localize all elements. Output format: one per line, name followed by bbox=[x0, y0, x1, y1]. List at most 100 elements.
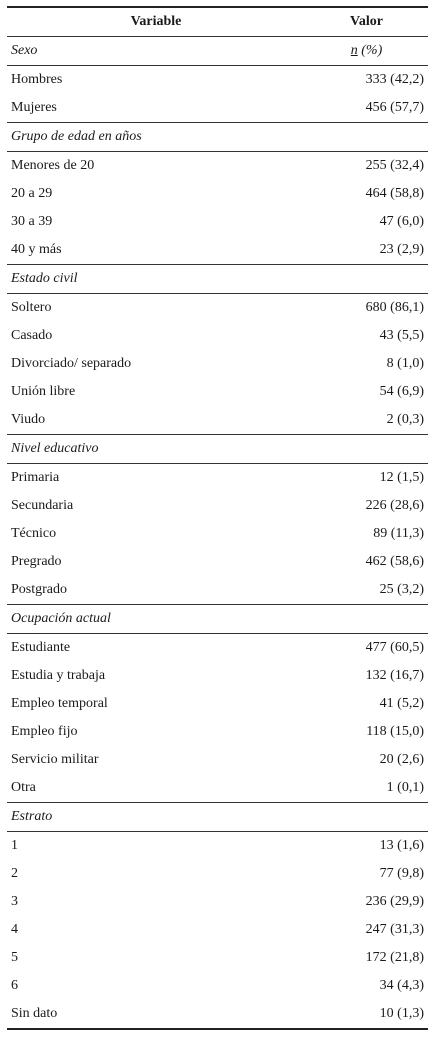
table-row: Estudiante 477 (60,5) bbox=[7, 634, 428, 663]
table-row: Estudia y trabaja 132 (16,7) bbox=[7, 662, 428, 690]
table-row: Técnico 89 (11,3) bbox=[7, 520, 428, 548]
row-value: 43 (5,5) bbox=[379, 328, 424, 343]
table-row: Casado 43 (5,5) bbox=[7, 322, 428, 350]
table-row: 2 77 (9,8) bbox=[7, 860, 428, 888]
row-label: 6 bbox=[11, 978, 18, 993]
section-header-row: Nivel educativo bbox=[7, 434, 428, 464]
table-row: Unión libre 54 (6,9) bbox=[7, 378, 428, 406]
table-row: 40 y más 23 (2,9) bbox=[7, 236, 428, 265]
section-header-row: Ocupación actual bbox=[7, 604, 428, 634]
row-value: 1 (0,1) bbox=[386, 780, 424, 795]
section-unit: n (%) bbox=[305, 36, 428, 66]
table-row: 20 a 29 464 (58,8) bbox=[7, 180, 428, 208]
row-label: Mujeres bbox=[11, 100, 57, 115]
row-value: 680 (86,1) bbox=[365, 300, 424, 315]
row-label: 3 bbox=[11, 894, 18, 909]
row-value: 13 (1,6) bbox=[379, 838, 424, 853]
row-label: 1 bbox=[11, 838, 18, 853]
row-value: 25 (3,2) bbox=[379, 582, 424, 597]
row-label: Secundaria bbox=[11, 498, 74, 513]
section-header-row: Estrato bbox=[7, 802, 428, 832]
table-row: Pregrado 462 (58,6) bbox=[7, 548, 428, 576]
table-row: 6 34 (4,3) bbox=[7, 972, 428, 1000]
table-row: Secundaria 226 (28,6) bbox=[7, 492, 428, 520]
table-row: Otra 1 (0,1) bbox=[7, 774, 428, 803]
table-row: Menores de 20 255 (32,4) bbox=[7, 152, 428, 181]
row-label: Empleo temporal bbox=[11, 696, 108, 711]
row-label: Postgrado bbox=[11, 582, 67, 597]
table-row: Sin dato 10 (1,3) bbox=[7, 1000, 428, 1030]
row-value: 8 (1,0) bbox=[386, 356, 424, 371]
section-header-row: Estado civil bbox=[7, 264, 428, 294]
row-value: 333 (42,2) bbox=[365, 72, 424, 87]
table-row: Mujeres 456 (57,7) bbox=[7, 94, 428, 123]
row-label: Hombres bbox=[11, 72, 63, 87]
row-value: 462 (58,6) bbox=[365, 554, 424, 569]
row-value: 77 (9,8) bbox=[379, 866, 424, 881]
table-row: 4 247 (31,3) bbox=[7, 916, 428, 944]
section-title: Estrato bbox=[7, 802, 305, 832]
unit-percent: (%) bbox=[357, 43, 383, 58]
row-label: Estudiante bbox=[11, 640, 71, 655]
table-row: 5 172 (21,8) bbox=[7, 944, 428, 972]
row-value: 236 (29,9) bbox=[365, 894, 424, 909]
row-value: 226 (28,6) bbox=[365, 498, 424, 513]
section-title: Estado civil bbox=[7, 264, 305, 294]
table-row: 30 a 39 47 (6,0) bbox=[7, 208, 428, 236]
section-title: Nivel educativo bbox=[7, 434, 305, 464]
row-label: Menores de 20 bbox=[11, 158, 95, 173]
row-label: Pregrado bbox=[11, 554, 62, 569]
row-value: 2 (0,3) bbox=[386, 412, 424, 427]
section-header-row: Sexo n (%) bbox=[7, 36, 428, 66]
row-value: 456 (57,7) bbox=[365, 100, 424, 115]
table-row: Postgrado 25 (3,2) bbox=[7, 576, 428, 605]
table-body: Sexo n (%) Hombres 333 (42,2) Mujeres 456 (57… bbox=[7, 36, 428, 1030]
row-label: Unión libre bbox=[11, 384, 76, 399]
row-value: 47 (6,0) bbox=[379, 214, 424, 229]
row-label: 2 bbox=[11, 866, 18, 881]
row-value: 20 (2,6) bbox=[379, 752, 424, 767]
row-label: Divorciado/ separado bbox=[11, 356, 132, 371]
row-label: Estudia y trabaja bbox=[11, 668, 106, 683]
row-value: 172 (21,8) bbox=[365, 950, 424, 965]
row-value: 464 (58,8) bbox=[365, 186, 424, 201]
header-valor: Valor bbox=[305, 6, 428, 37]
row-label: Casado bbox=[11, 328, 53, 343]
section-unit bbox=[305, 802, 428, 832]
unit-n: n bbox=[350, 43, 358, 58]
table-row: Viudo 2 (0,3) bbox=[7, 406, 428, 435]
table-row: 1 13 (1,6) bbox=[7, 832, 428, 861]
row-label: Sin dato bbox=[7, 1000, 305, 1030]
row-value: 477 (60,5) bbox=[365, 640, 424, 655]
table-row: Empleo fijo 118 (15,0) bbox=[7, 718, 428, 746]
table-row: Servicio militar 20 (2,6) bbox=[7, 746, 428, 774]
row-value: 132 (16,7) bbox=[365, 668, 424, 683]
section-title: Grupo de edad en años bbox=[7, 122, 305, 152]
table-row: Primaria 12 (1,5) bbox=[7, 464, 428, 493]
row-value: 12 (1,5) bbox=[379, 470, 424, 485]
row-value: 118 (15,0) bbox=[366, 724, 424, 739]
row-value: 10 (1,3) bbox=[305, 1000, 428, 1030]
row-value: 54 (6,9) bbox=[379, 384, 424, 399]
row-label: Servicio militar bbox=[11, 752, 99, 767]
row-label: Viudo bbox=[11, 412, 46, 427]
row-value: 255 (32,4) bbox=[365, 158, 424, 173]
row-label: Primaria bbox=[11, 470, 60, 485]
section-unit bbox=[305, 264, 428, 294]
section-unit bbox=[305, 604, 428, 634]
section-unit bbox=[305, 122, 428, 152]
row-label: 40 y más bbox=[11, 242, 62, 257]
table-row: Soltero 680 (86,1) bbox=[7, 294, 428, 323]
section-unit bbox=[305, 434, 428, 464]
table-row: 3 236 (29,9) bbox=[7, 888, 428, 916]
section-header-row: Grupo de edad en años bbox=[7, 122, 428, 152]
row-value: 247 (31,3) bbox=[365, 922, 424, 937]
row-label: 20 a 29 bbox=[11, 186, 53, 201]
row-value: 23 (2,9) bbox=[379, 242, 424, 257]
section-title: Ocupación actual bbox=[7, 604, 305, 634]
row-label: Empleo fijo bbox=[11, 724, 78, 739]
table-row: Divorciado/ separado 8 (1,0) bbox=[7, 350, 428, 378]
row-value: 89 (11,3) bbox=[373, 526, 424, 541]
table-row: Empleo temporal 41 (5,2) bbox=[7, 690, 428, 718]
